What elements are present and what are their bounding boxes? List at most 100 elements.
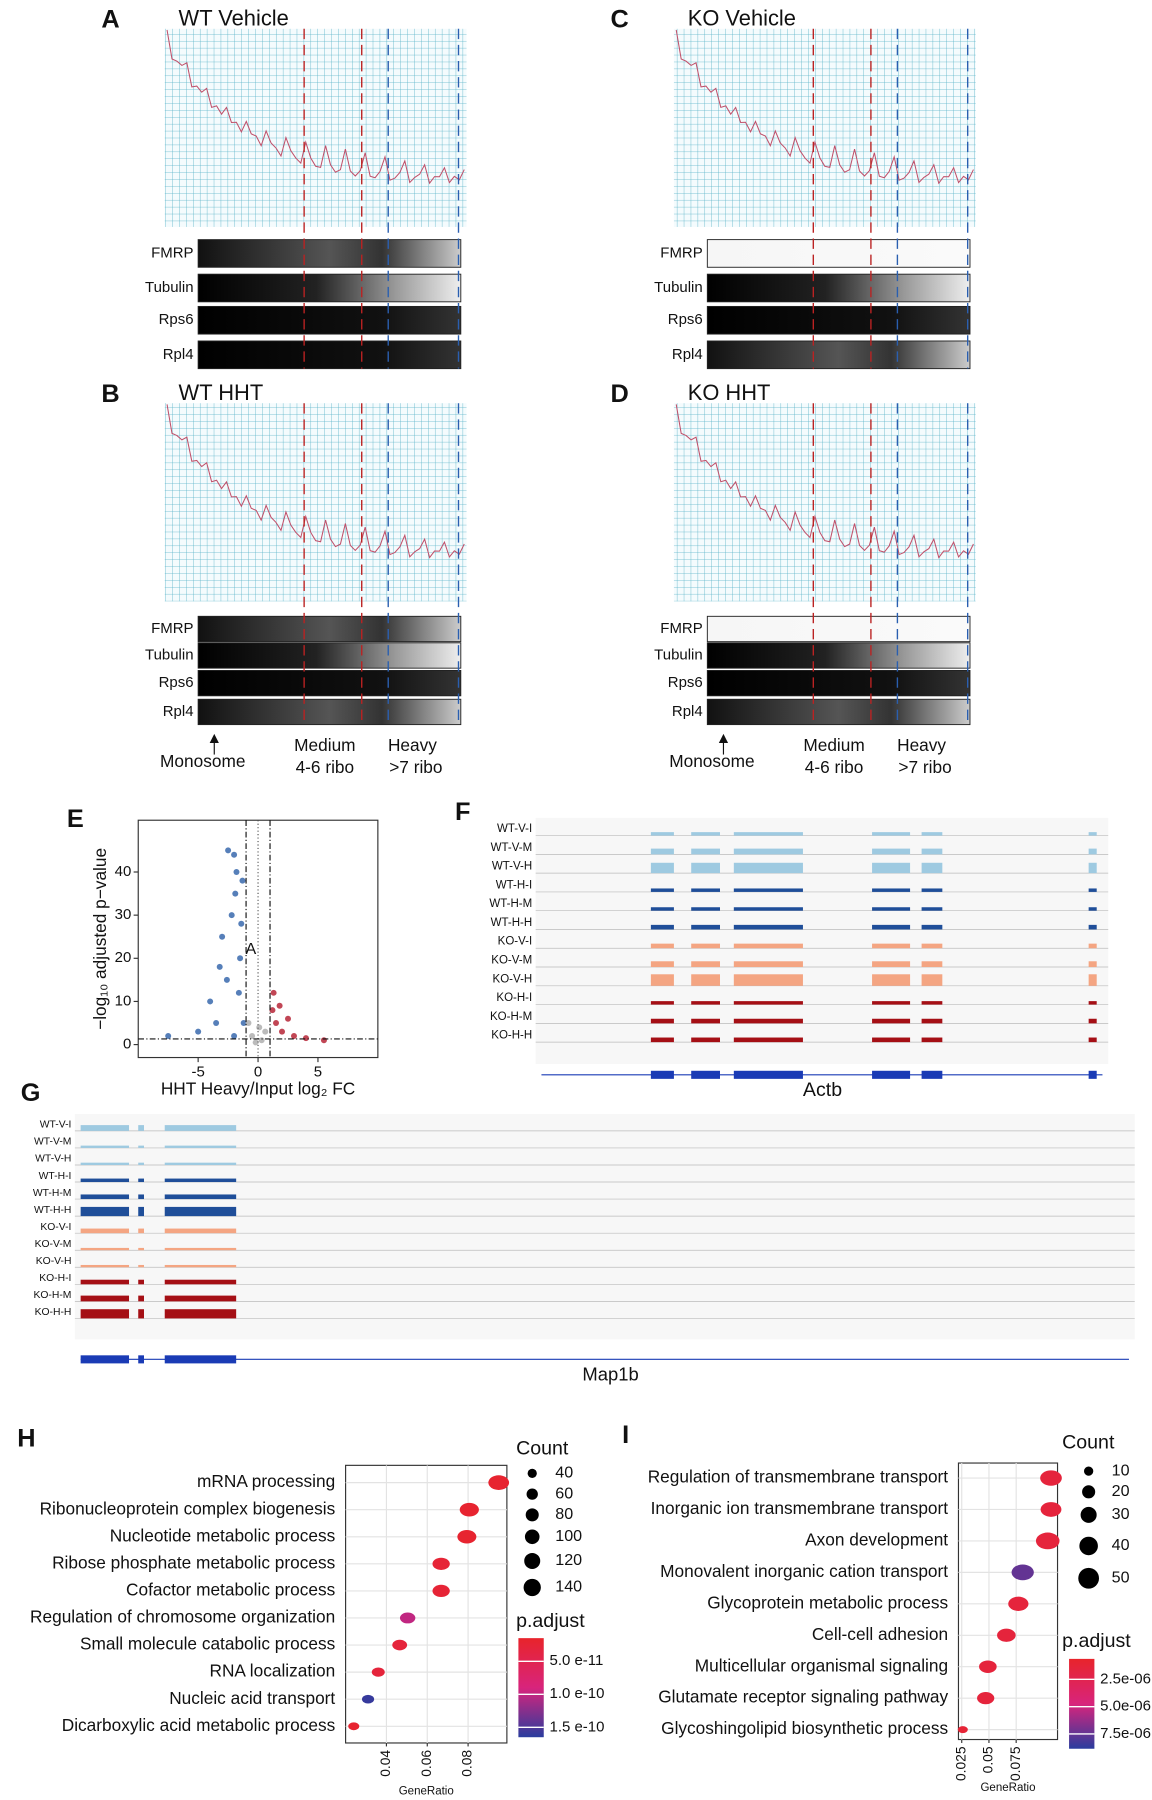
- x-tick-label: 0: [254, 1063, 262, 1080]
- coverage: [921, 832, 943, 836]
- track-label: KO-V-H: [36, 1256, 72, 1267]
- legend-label: 30: [1112, 1505, 1130, 1523]
- blot: [197, 305, 462, 335]
- coverage: [138, 1264, 144, 1268]
- track-label: WT-V-I: [497, 823, 532, 835]
- exon: [138, 1355, 144, 1364]
- coverage: [1088, 888, 1097, 892]
- point: [249, 1032, 256, 1039]
- category-label: Axon development: [805, 1529, 948, 1549]
- track-label: KO-V-M: [35, 1239, 72, 1250]
- coverage: [733, 961, 803, 968]
- coverage: [733, 1037, 803, 1043]
- fraction-label: >7 ribo: [898, 757, 951, 777]
- point: [258, 1037, 265, 1044]
- x-tick-label: 0.025: [952, 1746, 968, 1781]
- point: [228, 912, 235, 919]
- profile-trace: [166, 29, 465, 185]
- coverage: [921, 888, 943, 892]
- blot: [197, 615, 462, 643]
- dot: [1040, 1470, 1062, 1486]
- category-label: mRNA processing: [197, 1471, 335, 1491]
- coverage: [691, 862, 720, 874]
- coverage: [733, 848, 803, 855]
- dot: [348, 1722, 360, 1731]
- panel-letter: E: [67, 805, 84, 833]
- category-label: Small molecule catabolic process: [80, 1634, 336, 1654]
- coverage: [138, 1279, 144, 1285]
- coverage: [733, 832, 803, 836]
- blot: [706, 340, 971, 370]
- arrow-head: [718, 733, 729, 744]
- exon: [921, 1070, 943, 1079]
- blot: [706, 273, 971, 303]
- coverage: [138, 1194, 144, 1200]
- coverage: [138, 1125, 144, 1131]
- coverage: [650, 961, 674, 968]
- dot: [432, 1557, 450, 1570]
- size-key: [523, 1578, 541, 1597]
- legend-label: 140: [555, 1578, 582, 1596]
- coverage: [921, 862, 943, 874]
- colorbar: [1069, 1658, 1095, 1749]
- legend-label: 120: [555, 1551, 582, 1569]
- profile-grid: [673, 28, 976, 227]
- panel-letter: C: [611, 5, 629, 33]
- track-area: [74, 1113, 1135, 1340]
- dot: [361, 1694, 375, 1704]
- track-label: KO-V-M: [491, 955, 532, 967]
- coverage: [650, 848, 674, 855]
- coverage: [691, 1037, 720, 1043]
- legend-title: Count: [516, 1437, 569, 1459]
- fraction-label: Heavy: [897, 735, 946, 755]
- coverage: [921, 1037, 943, 1043]
- coverage: [1088, 1018, 1097, 1024]
- dot: [979, 1660, 997, 1673]
- coverage: [872, 888, 911, 892]
- fraction-label: Monosome: [669, 751, 754, 771]
- coverage: [872, 974, 911, 986]
- point: [262, 1028, 269, 1035]
- point: [223, 976, 230, 983]
- legend-title: p.adjust: [516, 1610, 585, 1632]
- category-label: Ribose phosphate metabolic process: [52, 1552, 335, 1572]
- blot-label: Tubulin: [145, 646, 194, 663]
- dot: [488, 1475, 510, 1490]
- point: [290, 1032, 297, 1039]
- point: [238, 920, 245, 927]
- coverage: [872, 961, 911, 968]
- blot-label: Tubulin: [145, 279, 194, 296]
- track-label: WT-V-I: [40, 1120, 72, 1131]
- y-tick-label: 20: [115, 949, 132, 966]
- category-label: Cell-cell adhesion: [812, 1624, 948, 1644]
- point: [239, 877, 246, 884]
- size-key: [1080, 1506, 1097, 1523]
- coverage: [691, 974, 720, 986]
- point: [279, 1028, 286, 1035]
- point: [225, 847, 232, 854]
- track-label: WT-H-I: [39, 1171, 72, 1182]
- coverage: [691, 832, 720, 836]
- x-tick-label: 0.06: [418, 1750, 434, 1777]
- size-key: [526, 1488, 538, 1500]
- y-tick-label: 30: [115, 906, 132, 923]
- fraction-label: 4-6 ribo: [805, 757, 864, 777]
- coverage: [872, 832, 911, 836]
- exon: [872, 1070, 911, 1079]
- fraction-label: 4-6 ribo: [296, 757, 355, 777]
- coverage: [164, 1178, 237, 1183]
- blot: [706, 615, 971, 643]
- track-label: WT-H-M: [489, 898, 532, 910]
- panel-letter: D: [611, 380, 629, 408]
- category-label: Glutamate receptor signaling pathway: [658, 1687, 948, 1707]
- dot: [371, 1667, 385, 1677]
- blot: [197, 698, 462, 726]
- legend-label: 7.5e-06: [1100, 1725, 1151, 1742]
- coverage: [80, 1309, 130, 1319]
- legend-label: 5.0e-06: [1100, 1698, 1151, 1715]
- category-label: Nucleotide metabolic process: [110, 1525, 336, 1545]
- coverage: [733, 888, 803, 892]
- fraction-label: Heavy: [388, 735, 437, 755]
- blot: [706, 670, 971, 697]
- blot-label: Tubulin: [654, 646, 703, 663]
